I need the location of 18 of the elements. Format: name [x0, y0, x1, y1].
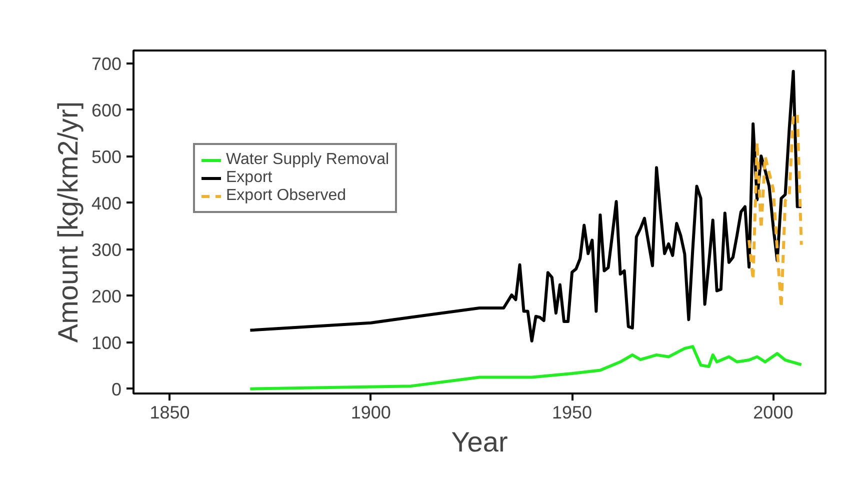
legend-label: Export Observed: [226, 187, 346, 205]
x-tick-label: 2000: [753, 402, 794, 422]
x-tick-label: 1900: [350, 402, 391, 422]
y-tick-label: 300: [91, 240, 122, 260]
legend-label: Export: [226, 169, 272, 187]
x-tick-label: 1850: [150, 402, 190, 422]
y-tick-label: 400: [91, 193, 122, 214]
y-tick-label: 100: [91, 332, 122, 353]
line-series: [248, 345, 803, 390]
x-tick-label: 1950: [552, 402, 592, 422]
y-tick-label: 200: [91, 286, 122, 306]
legend-label: Water Supply Removal: [226, 151, 390, 169]
x-axis-title: Year: [451, 426, 508, 458]
y-tick-label: 700: [91, 54, 122, 74]
y-tick-label: 600: [91, 100, 122, 120]
y-tick-label: 500: [91, 146, 122, 167]
y-axis-title: Amount [kg/km2/yr]: [52, 101, 84, 343]
y-tick-label: 0: [111, 379, 122, 400]
